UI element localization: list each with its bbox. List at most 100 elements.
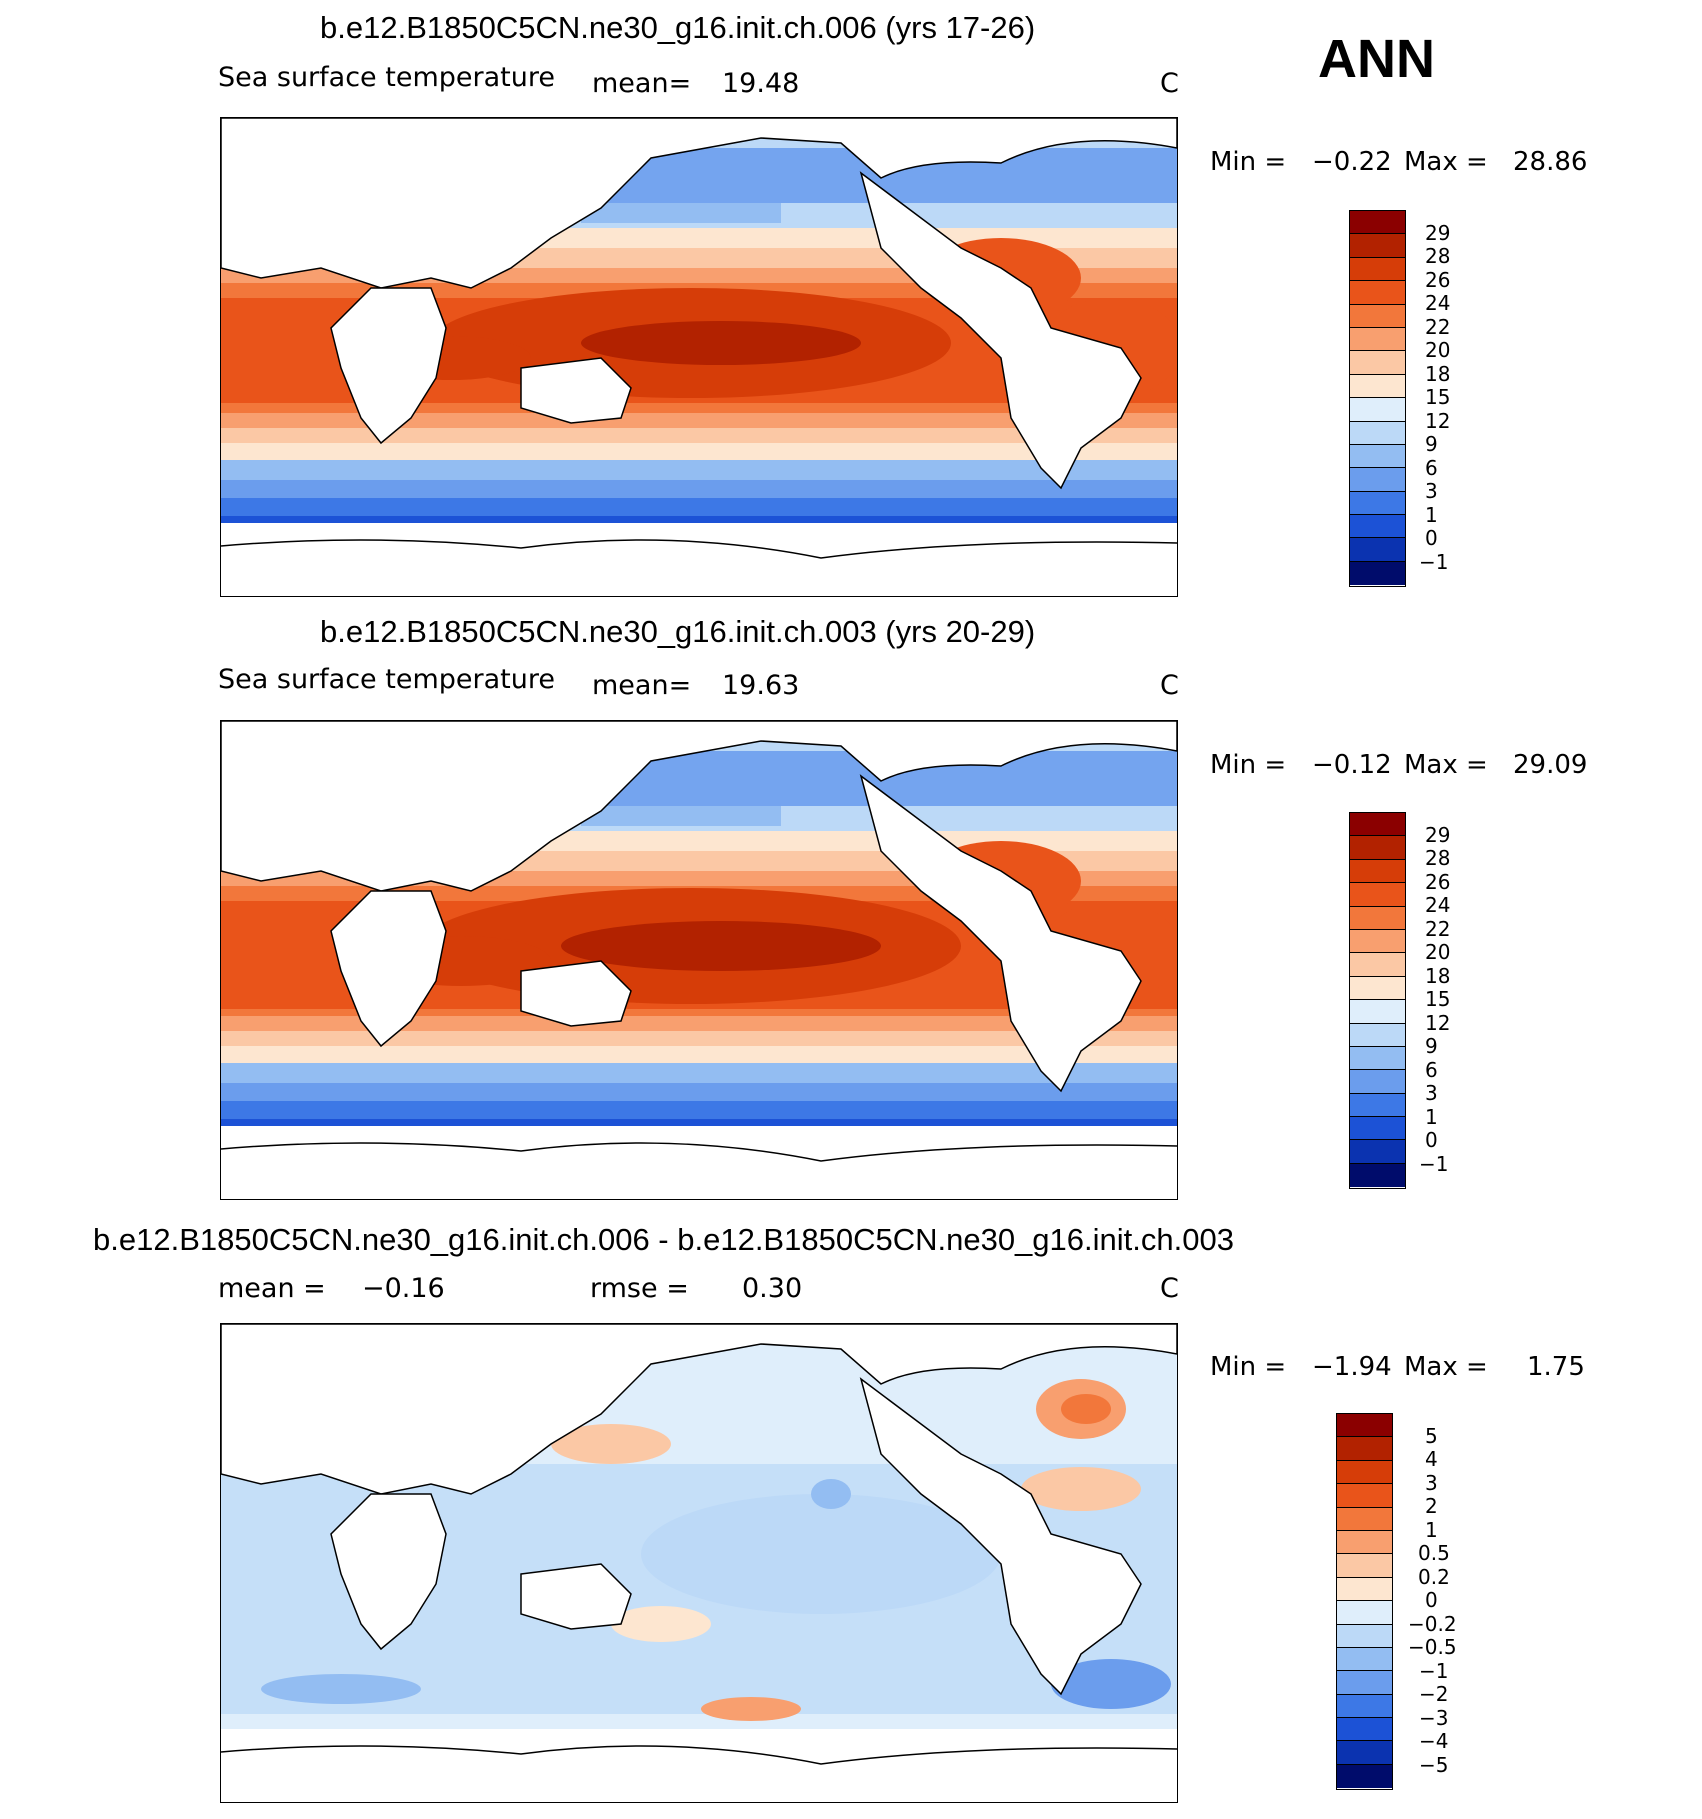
colorbar-segment [1350, 561, 1405, 586]
colorbar-segment [1337, 1484, 1392, 1508]
colorbar-1-label: 3 [1425, 479, 1438, 503]
colorbar-segment [1350, 883, 1405, 907]
colorbar-2-label: 26 [1425, 870, 1451, 894]
panel-3-min-value: −1.94 [1312, 1352, 1392, 1382]
colorbar-1-label: 20 [1425, 338, 1451, 362]
colorbar-segment [1337, 1694, 1392, 1719]
panel-3-max-label: Max = [1404, 1352, 1488, 1382]
colorbar-segment [1337, 1647, 1392, 1672]
panel-3-min-label: Min = [1210, 1352, 1287, 1382]
colorbar-segment [1337, 1530, 1392, 1555]
colorbar-segment [1350, 1023, 1405, 1047]
colorbar-segment [1350, 813, 1405, 837]
colorbar-segment [1337, 1507, 1392, 1531]
panel-1-map [220, 117, 1178, 597]
colorbar-segment [1350, 836, 1405, 860]
colorbar-segment [1350, 976, 1405, 1001]
colorbar-segment [1350, 211, 1405, 235]
colorbar-segment [1350, 1000, 1405, 1024]
colorbar-2-label: 1 [1425, 1105, 1438, 1129]
colorbar-2-label: 20 [1425, 940, 1451, 964]
colorbar-2-label: −1 [1419, 1152, 1449, 1176]
colorbar-segment [1350, 327, 1405, 352]
panel-2-map [220, 720, 1178, 1200]
colorbar-segment [1337, 1554, 1392, 1578]
panel-3-rmse-label: rmse = [590, 1273, 689, 1304]
panel-2-mean-value: 19.63 [722, 670, 800, 701]
colorbar-1-label: 6 [1425, 456, 1438, 480]
panel-3-mean-value: −0.16 [362, 1273, 445, 1304]
panel-2-max-value: 29.09 [1513, 750, 1588, 780]
colorbar-2-label: 24 [1425, 893, 1451, 917]
panel-3-max-value: 1.75 [1527, 1352, 1585, 1382]
colorbar-segment [1350, 1140, 1405, 1164]
colorbar-segment [1350, 1070, 1405, 1094]
panel-3-title: b.e12.B1850C5CN.ne30_g16.init.ch.006 - b… [93, 1222, 1234, 1257]
colorbar-segment [1350, 351, 1405, 375]
panel-3-mean-label: mean = [218, 1273, 326, 1304]
colorbar-segment [1337, 1577, 1392, 1602]
panel-1-colorbar [1349, 210, 1406, 587]
colorbar-3-label: 0.5 [1418, 1541, 1450, 1565]
colorbar-segment [1350, 304, 1405, 328]
colorbar-3-label: 0 [1425, 1588, 1438, 1612]
colorbar-3-label: −4 [1419, 1729, 1449, 1753]
colorbar-3-label: 0.2 [1418, 1565, 1450, 1589]
colorbar-segment [1350, 1117, 1405, 1141]
colorbar-3-label: 4 [1425, 1447, 1438, 1471]
colorbar-1-label: 12 [1425, 409, 1451, 433]
colorbar-1-label: 1 [1425, 503, 1438, 527]
colorbar-segment [1350, 929, 1405, 954]
panel-1-variable: Sea surface temperature [218, 62, 555, 93]
colorbar-1-label: 0 [1425, 526, 1438, 550]
colorbar-3-label: −0.5 [1408, 1635, 1457, 1659]
colorbar-segment [1350, 398, 1405, 422]
panel-2-title: b.e12.B1850C5CN.ne30_g16.init.ch.003 (yr… [320, 614, 1036, 649]
colorbar-segment [1337, 1437, 1392, 1461]
colorbar-2-label: 15 [1425, 987, 1451, 1011]
colorbar-segment [1350, 538, 1405, 562]
panel-2-units: C [1160, 670, 1179, 701]
colorbar-1-label: 18 [1425, 362, 1451, 386]
colorbar-3-label: −0.2 [1408, 1612, 1457, 1636]
panel-1-max-label: Max = [1404, 147, 1488, 177]
colorbar-1-label: −1 [1419, 550, 1449, 574]
panel-1-units: C [1160, 68, 1179, 99]
colorbar-2-label: 6 [1425, 1058, 1438, 1082]
colorbar-1-label: 29 [1425, 221, 1451, 245]
panel-2-variable: Sea surface temperature [218, 664, 555, 695]
colorbar-2-label: 0 [1425, 1128, 1438, 1152]
colorbar-segment [1337, 1671, 1392, 1695]
sst-difference-field [221, 1324, 1177, 1802]
colorbar-3-label: 1 [1425, 1518, 1438, 1542]
colorbar-segment [1350, 444, 1405, 469]
colorbar-segment [1350, 859, 1405, 884]
panel-1-min-value: −0.22 [1312, 147, 1392, 177]
colorbar-3-label: 5 [1425, 1424, 1438, 1448]
colorbar-segment [1350, 421, 1405, 445]
panel-2-colorbar [1349, 812, 1406, 1189]
panel-3-units: C [1160, 1273, 1179, 1304]
panel-3-map [220, 1323, 1178, 1803]
colorbar-segment [1350, 491, 1405, 516]
colorbar-1-label: 15 [1425, 385, 1451, 409]
colorbar-segment [1350, 1163, 1405, 1188]
panel-1-max-value: 28.86 [1513, 147, 1588, 177]
colorbar-segment [1337, 1764, 1392, 1789]
colorbar-2-label: 22 [1425, 917, 1451, 941]
panel-2-mean-label: mean= [592, 670, 692, 701]
panel-2-min-label: Min = [1210, 750, 1287, 780]
season-label: ANN [1318, 29, 1435, 89]
colorbar-1-label: 26 [1425, 268, 1451, 292]
colorbar-2-label: 29 [1425, 823, 1451, 847]
colorbar-segment [1350, 374, 1405, 399]
colorbar-segment [1337, 1460, 1392, 1485]
colorbar-segment [1337, 1414, 1392, 1438]
sst-field-2 [221, 721, 1177, 1199]
colorbar-3-label: −3 [1419, 1706, 1449, 1730]
colorbar-2-label: 9 [1425, 1034, 1438, 1058]
colorbar-segment [1350, 1093, 1405, 1118]
colorbar-2-label: 3 [1425, 1081, 1438, 1105]
colorbar-2-label: 18 [1425, 964, 1451, 988]
colorbar-3-label: 2 [1425, 1494, 1438, 1518]
